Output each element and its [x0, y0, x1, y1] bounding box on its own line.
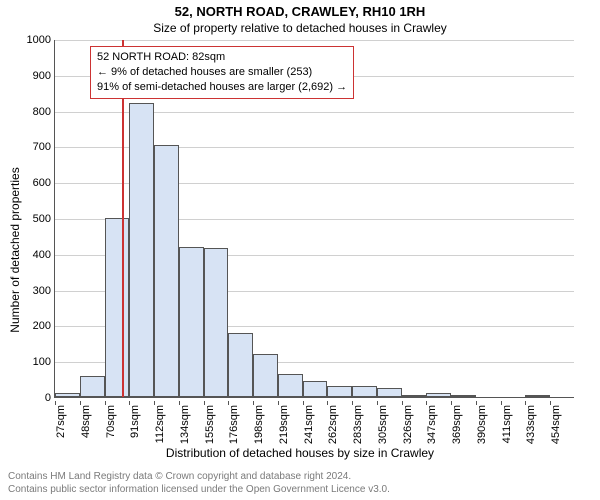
y-axis-label: Number of detached properties	[8, 167, 22, 332]
y-tick-label: 400	[33, 249, 55, 261]
x-tick-label: 262sqm	[327, 405, 339, 444]
histogram-bar	[327, 386, 352, 397]
histogram-bar	[426, 393, 451, 397]
histogram-bar	[377, 388, 402, 397]
histogram-chart: 52, NORTH ROAD, CRAWLEY, RH10 1RH Size o…	[0, 0, 600, 500]
histogram-bar	[303, 381, 328, 397]
histogram-bar	[253, 354, 278, 397]
histogram-bar	[525, 395, 550, 397]
histogram-bar	[55, 393, 80, 397]
histogram-bar	[278, 374, 303, 397]
histogram-bar	[402, 395, 427, 397]
x-tick-label: 454sqm	[550, 405, 562, 444]
histogram-bar	[204, 248, 229, 397]
annotation-line3: 91% of semi-detached houses are larger (…	[97, 80, 347, 95]
footer-attribution: Contains HM Land Registry data © Crown c…	[8, 471, 592, 496]
histogram-bar	[352, 386, 377, 397]
y-tick-label: 0	[45, 392, 55, 404]
plot-area: 0100200300400500600700800900100027sqm48s…	[54, 40, 574, 398]
x-tick-label: 347sqm	[426, 405, 438, 444]
x-axis-label: Distribution of detached houses by size …	[0, 446, 600, 460]
annotation-line1: 52 NORTH ROAD: 82sqm	[97, 50, 347, 65]
x-tick-label: 91sqm	[129, 405, 141, 438]
footer-line1: Contains HM Land Registry data © Crown c…	[8, 471, 592, 484]
annotation-box: 52 NORTH ROAD: 82sqm ← 9% of detached ho…	[90, 46, 354, 99]
annotation-line2: ← 9% of detached houses are smaller (253…	[97, 65, 347, 80]
y-tick-label: 1000	[27, 34, 55, 46]
x-tick-label: 48sqm	[80, 405, 92, 438]
histogram-bar	[129, 103, 154, 397]
chart-title-line2: Size of property relative to detached ho…	[0, 21, 600, 35]
x-tick-label: 283sqm	[352, 405, 364, 444]
chart-title-line1: 52, NORTH ROAD, CRAWLEY, RH10 1RH	[0, 4, 600, 19]
y-tick-label: 800	[33, 106, 55, 118]
y-tick-label: 900	[33, 70, 55, 82]
x-tick-label: 176sqm	[228, 405, 240, 444]
y-tick-label: 700	[33, 141, 55, 153]
x-tick-label: 219sqm	[278, 405, 290, 444]
x-tick-label: 198sqm	[253, 405, 265, 444]
y-tick-label: 500	[33, 213, 55, 225]
x-tick-label: 27sqm	[55, 405, 67, 438]
x-tick-label: 390sqm	[476, 405, 488, 444]
histogram-bar	[105, 218, 130, 397]
y-tick-label: 600	[33, 177, 55, 189]
histogram-bar	[179, 247, 204, 397]
x-tick-label: 305sqm	[377, 405, 389, 444]
x-tick-label: 326sqm	[402, 405, 414, 444]
histogram-bar	[80, 376, 105, 397]
histogram-bar	[451, 395, 476, 397]
gridline-h	[55, 40, 574, 41]
y-tick-label: 100	[33, 356, 55, 368]
x-tick-label: 70sqm	[105, 405, 117, 438]
x-tick-label: 134sqm	[179, 405, 191, 444]
y-tick-label: 300	[33, 285, 55, 297]
x-tick-label: 411sqm	[501, 405, 513, 443]
histogram-bar	[228, 333, 253, 397]
footer-line2: Contains public sector information licen…	[8, 484, 592, 497]
x-tick-label: 369sqm	[451, 405, 463, 444]
x-tick-label: 433sqm	[525, 405, 537, 444]
histogram-bar	[154, 145, 179, 397]
x-tick-label: 155sqm	[204, 405, 216, 444]
x-tick-label: 241sqm	[303, 405, 315, 444]
x-tick-label: 112sqm	[154, 405, 166, 443]
y-tick-label: 200	[33, 320, 55, 332]
